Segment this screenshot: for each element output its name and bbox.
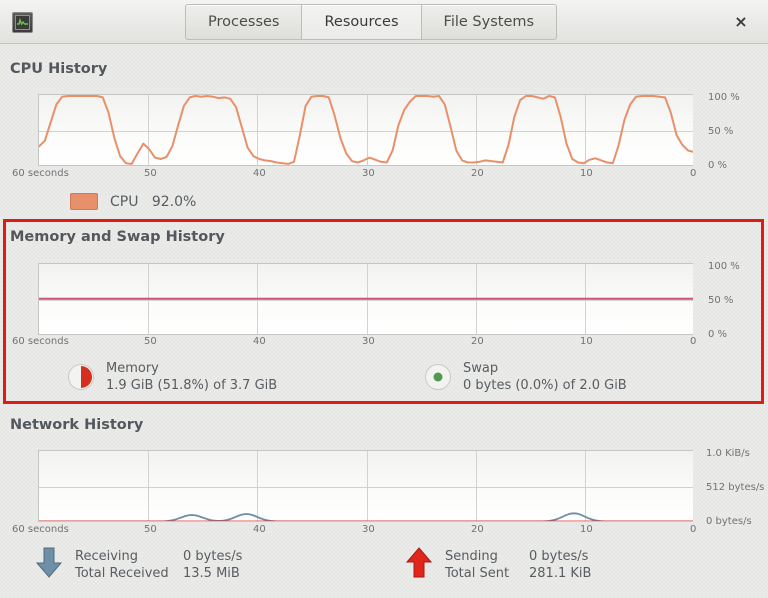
cpu-legend-name: CPU — [110, 193, 139, 210]
cpu-history-graph — [38, 94, 693, 166]
mem-ytick-0: 0 % — [708, 329, 728, 340]
mem-xtick-40: 40 — [253, 336, 266, 347]
receiving-rate-value: 0 bytes/s — [183, 549, 243, 564]
cpu-legend: CPU 92.0% — [70, 193, 196, 210]
cpu-color-swatch — [70, 193, 98, 210]
system-monitor-icon — [12, 12, 33, 33]
net-ytick-mid: 512 bytes/s — [706, 482, 765, 493]
cpu-xtick-40: 40 — [253, 168, 266, 179]
tab-resources[interactable]: Resources — [302, 4, 422, 40]
cpu-xtick-30: 30 — [362, 168, 375, 179]
memory-pie-icon — [68, 364, 94, 390]
cpu-xtick-20: 20 — [471, 168, 484, 179]
mem-ytick-50: 50 % — [708, 295, 734, 306]
swap-legend-value: 0 bytes (0.0%) of 2.0 GiB — [463, 378, 627, 393]
window-titlebar: Processes Resources File Systems × — [0, 0, 768, 44]
total-sent-value: 281.1 KiB — [529, 566, 592, 581]
network-history-graph — [38, 450, 693, 522]
network-history-title: Network History — [10, 417, 144, 433]
tab-bar[interactable]: Processes Resources File Systems — [185, 4, 558, 40]
memory-legend-value: 1.9 GiB (51.8%) of 3.7 GiB — [106, 378, 278, 393]
net-xtick-30: 30 — [362, 524, 375, 535]
cpu-history-title: CPU History — [10, 61, 108, 77]
cpu-xtick-10: 10 — [580, 168, 593, 179]
net-xtick-60: 60 seconds — [12, 524, 69, 535]
mem-xtick-10: 10 — [580, 336, 593, 347]
memory-legend-name: Memory — [106, 361, 159, 376]
cpu-xtick-0: 0 — [690, 168, 697, 179]
close-icon[interactable]: × — [734, 12, 748, 31]
net-ytick-zero: 0 bytes/s — [706, 516, 752, 527]
mem-xtick-30: 30 — [362, 336, 375, 347]
memory-legend-value-row: 1.9 GiB (51.8%) of 3.7 GiB — [106, 377, 277, 394]
mem-xtick-50: 50 — [144, 336, 157, 347]
tab-file-systems[interactable]: File Systems — [421, 4, 558, 40]
swap-pie-icon — [425, 364, 451, 390]
mem-xtick-20: 20 — [471, 336, 484, 347]
swap-legend-name: Swap — [463, 361, 499, 376]
net-xtick-0: 0 — [690, 524, 697, 535]
memory-legend: Memory 1.9 GiB (51.8%) of 3.7 GiB — [68, 360, 277, 394]
net-xtick-10: 10 — [580, 524, 593, 535]
total-received-value: 13.5 MiB — [183, 566, 240, 581]
net-xtick-40: 40 — [253, 524, 266, 535]
sending-legend: Sending 0 bytes/s Total Sent 281.1 KiB — [404, 546, 591, 584]
sending-rate-value: 0 bytes/s — [529, 549, 589, 564]
mem-xtick-60: 60 seconds — [12, 336, 69, 347]
memory-swap-history-graph — [38, 263, 693, 335]
total-received-row: Total Received 13.5 MiB — [75, 565, 242, 582]
swap-legend: Swap 0 bytes (0.0%) of 2.0 GiB — [425, 360, 627, 394]
cpu-legend-label: CPU 92.0% — [110, 194, 196, 210]
sending-rate-row: Sending 0 bytes/s — [445, 548, 591, 565]
cpu-legend-value: 92.0% — [151, 193, 197, 210]
cpu-xtick-50: 50 — [144, 168, 157, 179]
cpu-ytick-0: 0 % — [708, 160, 728, 171]
cpu-ytick-50: 50 % — [708, 126, 734, 137]
upload-arrow-icon — [404, 546, 434, 584]
memory-legend-name-row: Memory — [106, 360, 277, 377]
total-received-label: Total Received — [75, 566, 169, 581]
net-xtick-20: 20 — [471, 524, 484, 535]
tab-processes[interactable]: Processes — [185, 4, 303, 40]
receiving-legend: Receiving 0 bytes/s Total Received 13.5 … — [34, 546, 242, 584]
download-arrow-icon — [34, 546, 64, 584]
swap-legend-value-row: 0 bytes (0.0%) of 2.0 GiB — [463, 377, 627, 394]
total-sent-label: Total Sent — [445, 566, 510, 581]
mem-xtick-0: 0 — [690, 336, 697, 347]
mem-ytick-100: 100 % — [708, 261, 740, 272]
memory-swap-history-title: Memory and Swap History — [10, 229, 225, 245]
net-xtick-50: 50 — [144, 524, 157, 535]
sending-rate-label: Sending — [445, 549, 498, 564]
receiving-rate-label: Receiving — [75, 549, 139, 564]
cpu-ytick-100: 100 % — [708, 92, 740, 103]
receiving-rate-row: Receiving 0 bytes/s — [75, 548, 242, 565]
swap-legend-name-row: Swap — [463, 360, 627, 377]
cpu-xtick-60: 60 seconds — [12, 168, 69, 179]
total-sent-row: Total Sent 281.1 KiB — [445, 565, 591, 582]
net-ytick-top: 1.0 KiB/s — [706, 448, 750, 459]
